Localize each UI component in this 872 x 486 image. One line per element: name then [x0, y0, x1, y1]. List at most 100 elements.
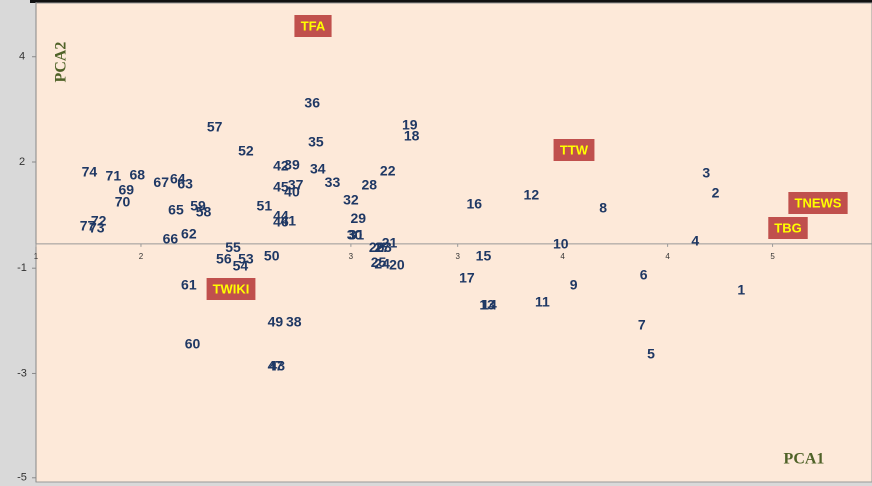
- point-label: 4: [691, 233, 699, 249]
- point-label: 56: [216, 250, 232, 266]
- point-label: 23: [376, 239, 392, 255]
- y-tick-label: -1: [17, 262, 27, 274]
- point-label: 26: [369, 239, 385, 255]
- x-tick-label: 2: [139, 252, 144, 261]
- point-label: 58: [196, 204, 212, 220]
- point-label: 69: [118, 182, 134, 198]
- y-tick-label: 4: [19, 51, 25, 63]
- point-label: 40: [284, 184, 300, 200]
- point-label: 63: [177, 176, 193, 192]
- plot-area: [35, 2, 872, 483]
- point-label: 7: [638, 316, 646, 332]
- x-tick-label: 3: [349, 252, 354, 261]
- point-label: 73: [89, 220, 105, 236]
- point-label: 16: [466, 196, 482, 212]
- annotation-box: [206, 278, 256, 300]
- point-label: 72: [91, 213, 107, 229]
- point-label: 19: [402, 117, 418, 133]
- point-label: 66: [163, 230, 179, 246]
- top-bar: [30, 0, 872, 3]
- annotation: TFA: [301, 18, 326, 33]
- annotation: TBG: [774, 220, 801, 235]
- point-label: 34: [310, 161, 326, 177]
- point-label: 37: [288, 177, 304, 193]
- point-label: 8: [599, 199, 607, 215]
- point-label: 42: [273, 157, 289, 173]
- point-label: 46: [273, 214, 289, 230]
- point-label: 21: [382, 235, 398, 251]
- point-label: 38: [286, 314, 302, 330]
- x-tick-label: 1: [34, 252, 39, 261]
- annotation-box: [553, 139, 595, 161]
- point-label: 33: [325, 174, 341, 190]
- annotation-box: [788, 192, 848, 214]
- point-label: 53: [238, 250, 254, 266]
- point-label: 57: [207, 119, 223, 135]
- point-label: 65: [168, 201, 184, 217]
- y-tick-label: -3: [17, 367, 27, 379]
- point-label: 30: [347, 227, 363, 243]
- x-tick-label: 5: [770, 252, 775, 261]
- point-label: 71: [106, 168, 122, 184]
- point-label: 27: [374, 239, 390, 255]
- point-label: 61: [181, 277, 197, 293]
- point-label: 64: [170, 170, 186, 186]
- point-label: 74: [82, 163, 98, 179]
- y-tick-label: 2: [19, 156, 25, 168]
- point-label: 32: [343, 192, 359, 208]
- point-label: 10: [553, 236, 569, 252]
- point-label: 77: [80, 218, 96, 234]
- point-label: 60: [185, 336, 201, 352]
- point-label: 70: [115, 193, 131, 209]
- point-label: 13: [479, 296, 495, 312]
- y-tick-label: -5: [17, 472, 27, 484]
- annotation-box: [294, 15, 332, 37]
- point-label: 59: [190, 198, 206, 214]
- x-tick-label: 4: [665, 252, 670, 261]
- point-label: 68: [129, 167, 145, 183]
- x-axis-title: PCA1: [784, 451, 825, 468]
- y-axis-title: PCA2: [53, 42, 70, 83]
- point-label: 51: [257, 198, 273, 214]
- point-label: 41: [280, 213, 296, 229]
- x-tick-label: 4: [560, 252, 565, 261]
- point-label: 17: [459, 270, 475, 286]
- point-label: 20: [389, 257, 405, 273]
- point-label: 54: [233, 257, 249, 273]
- point-label: 6: [640, 266, 648, 282]
- point-label: 14: [481, 296, 497, 312]
- point-label: 45: [273, 178, 289, 194]
- point-label: 28: [362, 177, 378, 193]
- point-label: 67: [153, 174, 169, 190]
- point-label: 11: [535, 294, 550, 310]
- x-tick-label: 3: [455, 252, 460, 261]
- point-label: 35: [308, 134, 324, 150]
- point-label: 24: [374, 256, 390, 272]
- annotation: TWIKI: [213, 281, 250, 296]
- point-label: 55: [225, 239, 241, 255]
- point-label: 1: [737, 281, 745, 297]
- point-label: 44: [273, 207, 289, 223]
- point-label: 9: [570, 277, 578, 293]
- point-label: 62: [181, 226, 197, 242]
- point-label: 49: [268, 314, 284, 330]
- point-label: 3: [702, 164, 710, 180]
- point-label: 5: [647, 345, 655, 361]
- point-label: 12: [524, 186, 540, 202]
- point-label: 15: [476, 248, 492, 264]
- point-label: 39: [284, 156, 300, 172]
- point-label: 22: [380, 163, 396, 179]
- point-label: 52: [238, 142, 254, 158]
- point-label: 47: [268, 358, 284, 374]
- annotation: TTW: [560, 142, 589, 157]
- point-label: 18: [404, 127, 420, 143]
- annotation-box: [768, 217, 808, 239]
- point-label: 31: [349, 227, 365, 243]
- annotation: TNEWS: [795, 195, 842, 210]
- point-label: 2: [712, 185, 720, 201]
- point-label: 50: [264, 248, 280, 264]
- point-label: 29: [350, 210, 366, 226]
- point-label: 36: [304, 95, 320, 111]
